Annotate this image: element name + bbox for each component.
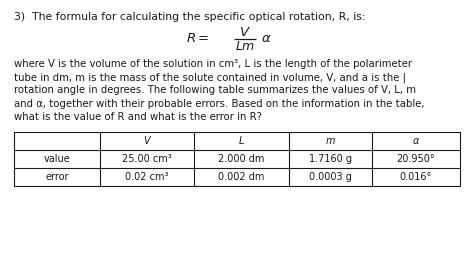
- Text: 0.002 dm: 0.002 dm: [219, 172, 264, 182]
- Text: α: α: [413, 136, 419, 146]
- Text: $R =$: $R =$: [186, 33, 209, 45]
- Text: what is the value of R and what is the error in R?: what is the value of R and what is the e…: [14, 112, 262, 122]
- Text: rotation angle in degrees. The following table summarizes the values of V, L, m: rotation angle in degrees. The following…: [14, 85, 416, 95]
- Text: L: L: [239, 136, 244, 146]
- Text: and α, together with their probable errors. Based on the information in the tabl: and α, together with their probable erro…: [14, 99, 425, 109]
- Text: $V$: $V$: [239, 26, 251, 38]
- Text: tube in dm, m is the mass of the solute contained in volume, V, and a is the |: tube in dm, m is the mass of the solute …: [14, 72, 406, 83]
- Text: value: value: [44, 154, 70, 164]
- Text: V: V: [144, 136, 150, 146]
- Bar: [14, 132, 460, 186]
- Text: $\alpha$: $\alpha$: [261, 33, 272, 45]
- Text: 20.950°: 20.950°: [397, 154, 435, 164]
- Text: m: m: [326, 136, 335, 146]
- Text: 25.00 cm³: 25.00 cm³: [122, 154, 172, 164]
- Text: $Lm$: $Lm$: [235, 40, 255, 53]
- Text: 0.0003 g: 0.0003 g: [309, 172, 352, 182]
- Text: 1.7160 g: 1.7160 g: [309, 154, 352, 164]
- Text: 3)  The formula for calculating the specific optical rotation, R, is:: 3) The formula for calculating the speci…: [14, 12, 365, 22]
- Text: error: error: [45, 172, 69, 182]
- Text: 0.016°: 0.016°: [400, 172, 432, 182]
- Text: 0.02 cm³: 0.02 cm³: [125, 172, 169, 182]
- Text: 2.000 dm: 2.000 dm: [219, 154, 264, 164]
- Text: where V is the volume of the solution in cm³, L is the length of the polarimeter: where V is the volume of the solution in…: [14, 59, 412, 69]
